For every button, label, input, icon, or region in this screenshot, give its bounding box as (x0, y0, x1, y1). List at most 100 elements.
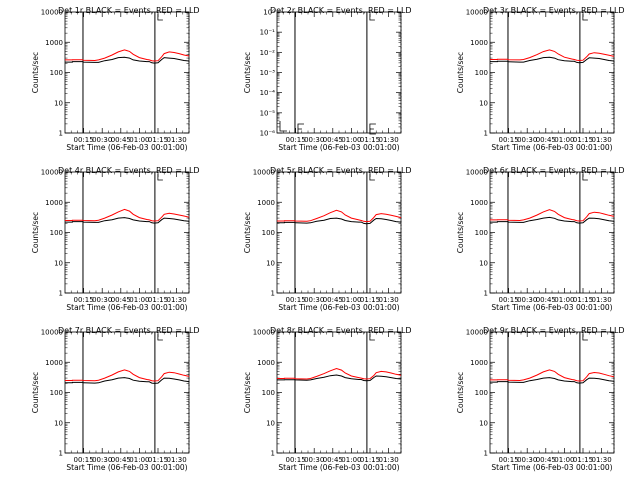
x-tick-label: 01:15 (360, 296, 380, 304)
flag-marker (279, 121, 287, 132)
flag-marker (582, 174, 588, 181)
y-tick-label: 1 (484, 130, 488, 138)
x-tick-label: 01:00 (554, 136, 574, 144)
x-tick-label: 01:00 (341, 136, 361, 144)
series-line-lld (277, 209, 402, 223)
x-tick-label: 01:15 (573, 456, 593, 464)
series-line-events (490, 216, 615, 224)
series-line-events (490, 377, 615, 384)
y-tick-label: 10⁻¹ (260, 29, 276, 37)
detector-panel-8: Det 8r BLACK = Events, RED = LLD 1 10 100 10… (243, 326, 412, 472)
x-tick-label: 00:30 (517, 456, 537, 464)
detector-panel-1: Det 1r BLACK = Events, RED = LLD 1 10 100 10… (31, 6, 200, 152)
x-tick-label: 00:45 (323, 296, 343, 304)
y-tick-label: 1000 (45, 39, 63, 47)
y-tick-label: 100 (50, 229, 63, 237)
y-tick-label: 10 (479, 419, 488, 427)
y-tick-label: 10⁻² (260, 49, 276, 57)
flag-marker (369, 123, 376, 135)
x-tick-label: 00:45 (536, 456, 556, 464)
x-tick-label: 00:15 (74, 456, 94, 464)
x-tick-label: 00:30 (517, 296, 537, 304)
panel-title: Det 6r BLACK = Events, RED = LLD (483, 166, 625, 175)
x-axis-label: Start Time (06-Feb-03 00:01:00) (491, 143, 612, 152)
x-tick-label: 01:15 (148, 296, 168, 304)
flag-marker (369, 334, 375, 341)
y-tick-label: 1 (271, 290, 275, 298)
x-axis-label: Start Time (06-Feb-03 00:01:00) (491, 303, 612, 312)
x-axis-label: Start Time (06-Feb-03 00:01:00) (66, 303, 187, 312)
y-tick-label: 10⁻⁴ (260, 89, 276, 97)
series-line-events (65, 377, 190, 384)
x-tick-label: 00:15 (74, 296, 94, 304)
y-axis-label: Counts/sec (243, 52, 252, 93)
x-tick-label: 00:15 (499, 456, 519, 464)
series-line-lld (277, 367, 402, 380)
y-tick-label: 1000 (470, 39, 488, 47)
panel-title: Det 2r BLACK = Events, RED = LLD (270, 6, 412, 15)
x-tick-label: 00:45 (536, 296, 556, 304)
y-tick-label: 10 (54, 99, 63, 107)
x-axis-label: Start Time (06-Feb-03 00:01:00) (278, 463, 399, 472)
flag-marker (369, 174, 375, 181)
x-tick-label: 00:45 (323, 136, 343, 144)
x-tick-label: 00:15 (499, 296, 519, 304)
y-tick-label: 10000 (41, 9, 63, 17)
panel-title: Det 1r BLACK = Events, RED = LLD (58, 6, 200, 15)
y-tick-label: 10 (479, 259, 488, 267)
y-tick-label: 10000 (41, 329, 63, 337)
x-tick-label: 01:00 (129, 456, 149, 464)
y-tick-label: 100 (50, 389, 63, 397)
panel-title: Det 9r BLACK = Events, RED = LLD (483, 326, 625, 335)
x-tick-label: 00:30 (92, 136, 112, 144)
x-axis-label: Start Time (06-Feb-03 00:01:00) (66, 463, 187, 472)
y-axis-label: Counts/sec (456, 52, 465, 93)
y-tick-label: 10⁻⁵ (260, 109, 276, 117)
y-axis-label: Counts/sec (31, 52, 40, 93)
x-tick-label: 01:00 (554, 296, 574, 304)
y-axis-label: Counts/sec (243, 372, 252, 413)
y-axis-label: Counts/sec (31, 372, 40, 413)
series-line-events (65, 217, 190, 224)
y-tick-label: 1000 (45, 359, 63, 367)
y-axis-label: Counts/sec (31, 212, 40, 253)
series-line-lld (65, 49, 190, 62)
y-tick-label: 10⁻⁶ (260, 130, 276, 138)
x-axis-label: Start Time (06-Feb-03 00:01:00) (278, 143, 399, 152)
series-line-events (277, 374, 402, 382)
y-tick-label: 100 (262, 229, 275, 237)
y-tick-label: 10⁰ (263, 9, 275, 17)
series-line-lld (65, 369, 190, 382)
x-tick-label: 01:00 (129, 296, 149, 304)
x-tick-label: 01:30 (379, 136, 399, 144)
y-tick-label: 10000 (466, 9, 488, 17)
flag-marker (369, 14, 375, 21)
x-tick-label: 01:30 (167, 296, 187, 304)
series-line-lld (490, 209, 615, 222)
x-tick-label: 00:45 (111, 136, 131, 144)
y-tick-label: 10 (266, 259, 275, 267)
detector-panel-9: Det 9r BLACK = Events, RED = LLD 1 10 100 10… (456, 326, 625, 472)
y-axis-label: Counts/sec (456, 212, 465, 253)
detector-panel-7: Det 7r BLACK = Events, RED = LLD 1 10 100 10… (31, 326, 200, 472)
x-tick-label: 00:15 (286, 136, 306, 144)
x-tick-label: 00:45 (323, 456, 343, 464)
series-line-events (490, 56, 615, 64)
x-tick-label: 00:15 (74, 136, 94, 144)
y-tick-label: 10 (266, 419, 275, 427)
x-tick-label: 01:15 (360, 456, 380, 464)
panel-title: Det 3r BLACK = Events, RED = LLD (483, 6, 625, 15)
detector-panel-4: Det 4r BLACK = Events, RED = LLD 1 10 100 10… (31, 166, 200, 312)
x-tick-label: 01:30 (379, 296, 399, 304)
x-tick-label: 01:00 (554, 456, 574, 464)
x-tick-label: 00:30 (92, 296, 112, 304)
y-tick-label: 100 (262, 389, 275, 397)
y-tick-label: 10000 (41, 169, 63, 177)
x-tick-label: 00:15 (286, 296, 306, 304)
x-tick-label: 00:30 (304, 456, 324, 464)
x-tick-label: 01:00 (129, 136, 149, 144)
y-tick-label: 1000 (257, 199, 275, 207)
x-tick-label: 00:45 (536, 136, 556, 144)
